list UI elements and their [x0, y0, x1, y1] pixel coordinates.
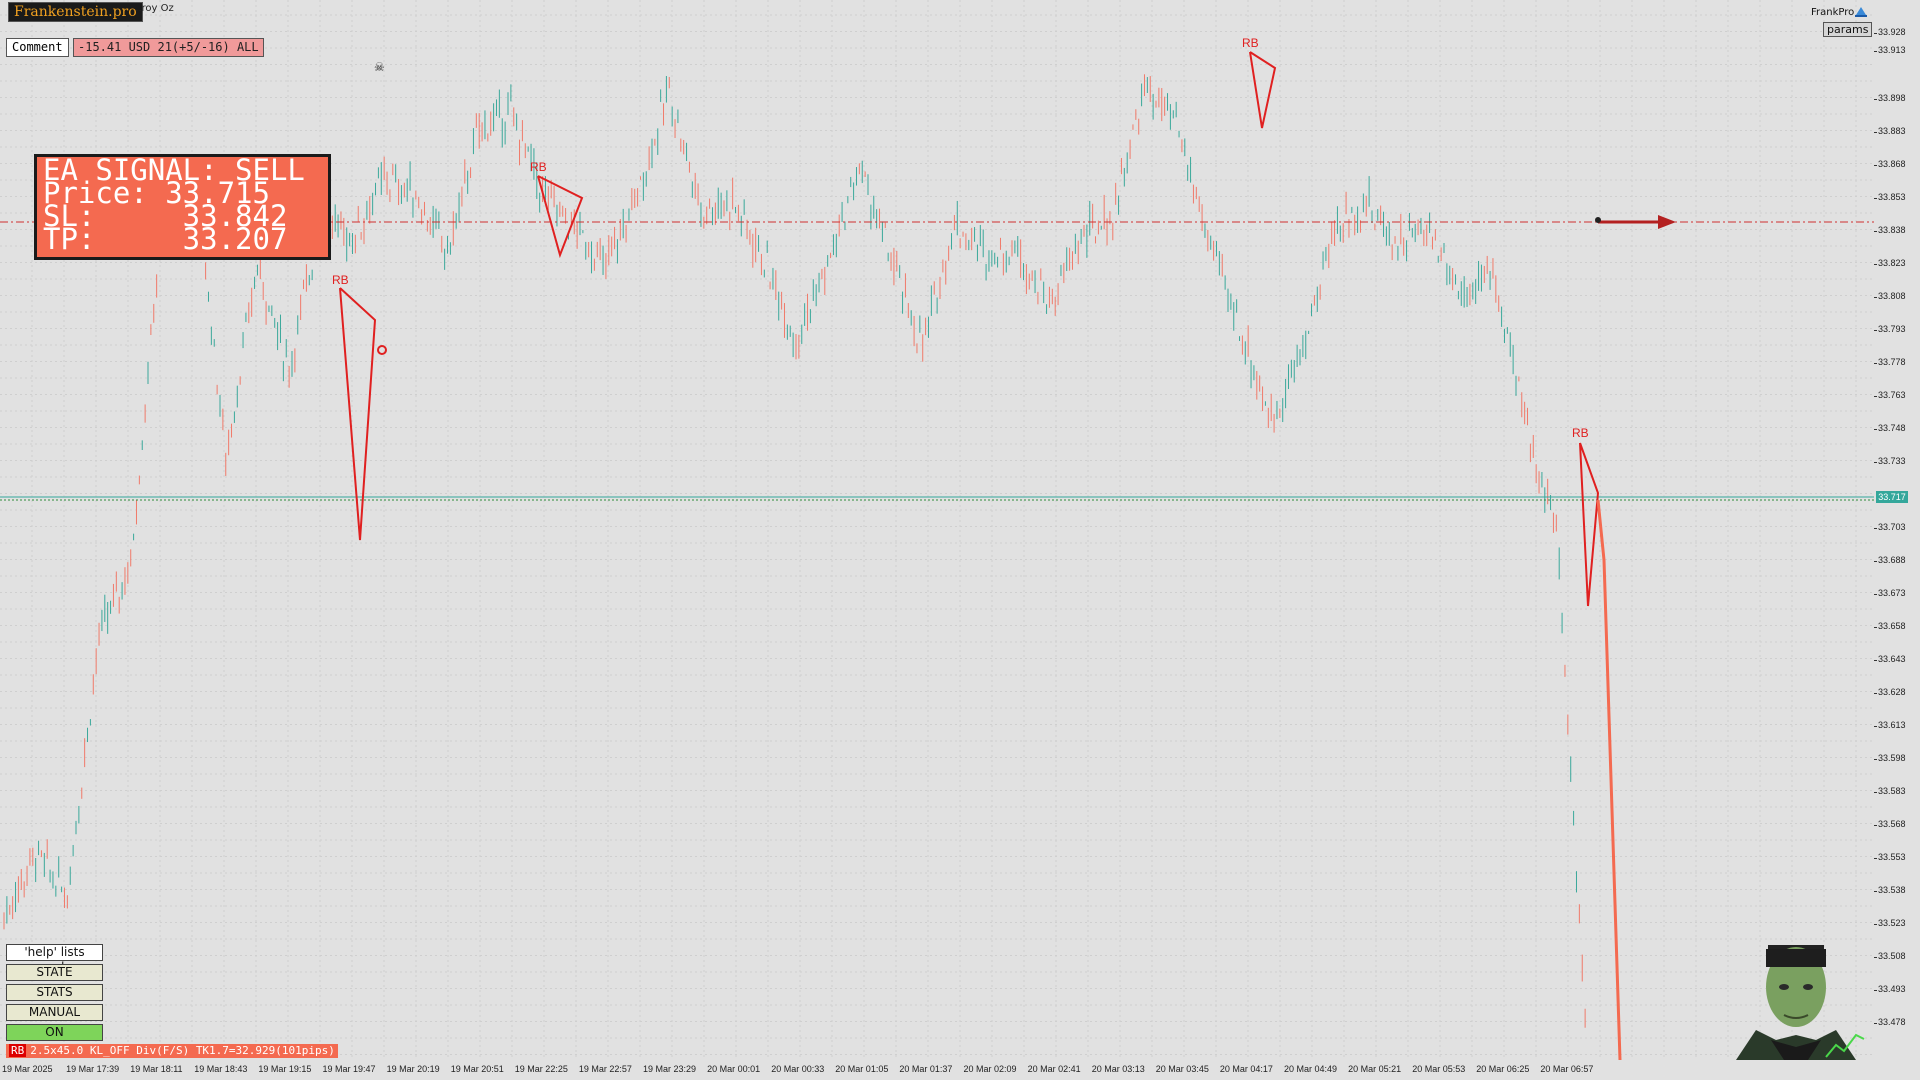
price-tick: 33.763	[1874, 390, 1906, 400]
price-chart	[0, 0, 1874, 1060]
rb-pattern-4	[1579, 442, 1600, 607]
mascot-icon	[1736, 945, 1865, 1060]
price-tick: 33.793	[1874, 324, 1906, 334]
price-tick: 33.748	[1874, 423, 1906, 433]
skull-icon: ☠	[374, 60, 385, 74]
status-rb-badge: RB	[9, 1044, 27, 1057]
price-tick: 33.523	[1874, 918, 1906, 928]
comment-button[interactable]: Comment	[6, 38, 69, 57]
pnl-summary: -15.41 USD 21(+5/-16) ALL	[73, 38, 264, 57]
rb-marker-label: RB	[1242, 36, 1259, 50]
time-tick: 19 Mar 18:11	[130, 1064, 183, 1074]
price-tick: 33.703	[1874, 522, 1906, 532]
price-tick: 33.823	[1874, 258, 1906, 268]
time-tick: 20 Mar 02:41	[1027, 1064, 1081, 1074]
params-button[interactable]: params	[1823, 22, 1873, 37]
price-tick: 33.568	[1874, 819, 1906, 829]
price-tick: 33.598	[1874, 753, 1906, 763]
time-axis[interactable]: 19 Mar 2025 19 Mar 17:39 19 Mar 18:11 19 Ma…	[0, 1060, 1920, 1080]
price-tick: 33.733	[1874, 456, 1906, 466]
time-tick: 20 Mar 01:05	[835, 1064, 889, 1074]
signal-title: EA SIGNAL: SELL	[43, 153, 305, 187]
time-tick: 20 Mar 06:25	[1476, 1064, 1530, 1074]
time-tick: 20 Mar 05:21	[1348, 1064, 1402, 1074]
time-tick: 19 Mar 17:39	[66, 1064, 120, 1074]
time-tick: 20 Mar 05:53	[1412, 1064, 1466, 1074]
price-tick: 33.808	[1874, 291, 1906, 301]
price-tick: 33.478	[1874, 1017, 1906, 1027]
status-bar: RB 2.5x45.0 KL_OFF Div(F/S) TK1.7=32.929(…	[6, 1044, 338, 1058]
price-tick: 33.628	[1874, 687, 1906, 697]
time-tick: 19 Mar 20:19	[386, 1064, 440, 1074]
price-axis[interactable]: 33.928 33.913 33.898 33.883 33.868 33.853 33.8…	[1874, 0, 1920, 1060]
price-tick: 33.688	[1874, 555, 1906, 565]
time-tick: 20 Mar 03:45	[1155, 1064, 1209, 1074]
time-tick: 20 Mar 04:49	[1284, 1064, 1338, 1074]
frankpro-icon	[1855, 7, 1867, 17]
time-tick: 19 Mar 2025	[2, 1064, 53, 1074]
price-tick: 33.658	[1874, 621, 1906, 631]
status-text: 2.5x45.0 KL_OFF Div(F/S) TK1.7=32.929(10…	[30, 1044, 335, 1057]
rb-pattern-3	[1249, 51, 1277, 129]
time-tick: 20 Mar 02:09	[963, 1064, 1017, 1074]
price-tick: 33.538	[1874, 885, 1906, 895]
rb-marker-label: RB	[1572, 426, 1589, 440]
price-tick: 33.778	[1874, 357, 1906, 367]
time-tick: 19 Mar 19:47	[322, 1064, 376, 1074]
time-tick: 19 Mar 20:51	[450, 1064, 504, 1074]
time-tick: 20 Mar 03:13	[1091, 1064, 1145, 1074]
signal-tp: TP: 33.207	[43, 222, 288, 256]
time-tick: 19 Mar 22:57	[578, 1064, 632, 1074]
signal-panel: EA SIGNAL: SELL Price: 33.715 SL: 33.842…	[34, 154, 331, 260]
account-label: FrankPro	[1811, 7, 1855, 18]
symbol-title: ...roy Oz	[132, 3, 174, 14]
time-tick: 19 Mar 18:43	[194, 1064, 248, 1074]
price-tick: 33.853	[1874, 192, 1906, 202]
price-tick: 33.643	[1874, 654, 1906, 664]
time-tick: 20 Mar 00:33	[771, 1064, 825, 1074]
current-price-tag: 33.717	[1876, 491, 1908, 503]
price-tick: 33.913	[1874, 45, 1906, 55]
price-tick: 33.508	[1874, 951, 1906, 961]
chart-area[interactable]: RB RB RB RB Frankenstein.pro ...roy Oz Comm…	[0, 0, 1875, 1061]
price-tick: 33.673	[1874, 588, 1906, 598]
chart-grid	[0, 0, 1874, 1060]
rb-pattern-2	[537, 175, 584, 259]
rb-pattern-1	[339, 287, 387, 541]
price-tick: 33.838	[1874, 225, 1906, 235]
arrow-right-icon	[1595, 215, 1676, 229]
price-tick: 33.613	[1874, 720, 1906, 730]
state-button[interactable]: STATE	[6, 964, 103, 981]
price-tick: 33.553	[1874, 852, 1906, 862]
signal-sl: SL: 33.842	[43, 199, 288, 233]
price-tick: 33.883	[1874, 126, 1906, 136]
rb-marker-label: RB	[332, 273, 349, 287]
rb-marker-label: RB	[530, 160, 547, 174]
price-tick: 33.898	[1874, 93, 1906, 103]
manual-button[interactable]: MANUAL	[6, 1004, 103, 1021]
on-toggle-button[interactable]: ON	[6, 1024, 103, 1041]
time-tick: 19 Mar 22:25	[514, 1064, 568, 1074]
time-tick: 19 Mar 23:29	[643, 1064, 697, 1074]
take-profit-projection	[1596, 499, 1622, 1060]
help-hint: 'help' lists cmds	[6, 944, 103, 974]
stats-button[interactable]: STATS	[6, 984, 103, 1001]
price-tick: 33.583	[1874, 786, 1906, 796]
time-tick: 20 Mar 04:17	[1219, 1064, 1273, 1074]
time-tick: 20 Mar 06:57	[1540, 1064, 1594, 1074]
signal-price: Price: 33.715	[43, 176, 270, 210]
time-tick: 20 Mar 01:37	[899, 1064, 953, 1074]
time-tick: 20 Mar 00:01	[707, 1064, 761, 1074]
brand-logo: Frankenstein.pro	[8, 2, 143, 22]
time-tick: 19 Mar 19:15	[258, 1064, 312, 1074]
price-tick: 33.928	[1874, 27, 1906, 37]
price-tick: 33.868	[1874, 159, 1906, 169]
price-tick: 33.493	[1874, 984, 1906, 994]
